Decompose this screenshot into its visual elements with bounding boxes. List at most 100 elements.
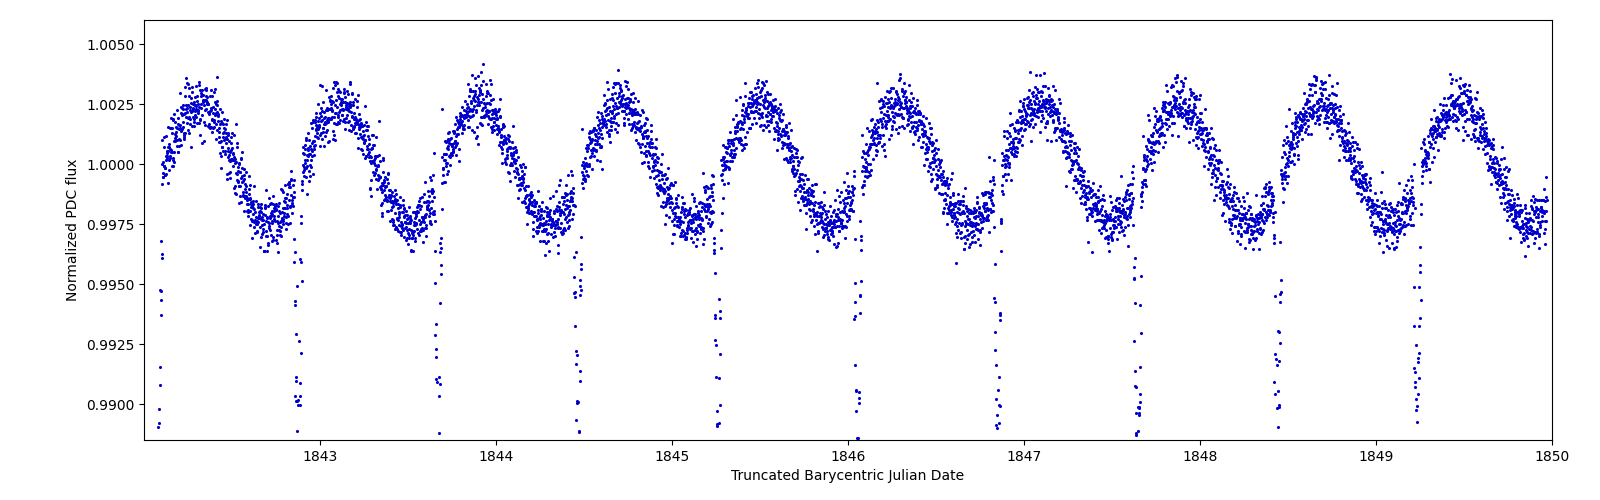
Point [355,152,381,160]
Point [1410,172,1435,180]
Point [330,98,355,106]
Point [1269,179,1294,187]
Point [842,314,867,322]
Point [170,104,195,112]
Point [1435,94,1461,102]
Point [1326,156,1352,164]
Point [698,220,723,228]
Point [1128,190,1154,198]
Point [162,138,187,145]
Point [1336,144,1362,152]
Point [1394,190,1419,198]
Point [1010,102,1035,110]
Point [309,116,334,124]
Point [1525,228,1550,236]
Point [526,237,552,245]
Point [853,167,878,175]
Point [238,214,264,222]
Point [1024,108,1050,116]
Point [736,114,762,122]
Point [822,196,848,204]
Point [421,210,446,218]
Point [1328,116,1354,124]
Point [1483,178,1509,186]
Point [237,195,262,203]
Point [744,79,770,87]
Point [899,102,925,110]
Point [592,117,618,125]
Point [1246,212,1272,220]
Point [1270,184,1296,192]
Point [378,197,403,205]
Point [1403,378,1429,386]
Point [466,98,491,106]
Point [323,109,349,117]
Point [395,240,421,248]
Point [931,208,957,216]
Point [1301,102,1326,110]
Point [853,156,878,164]
Point [358,176,384,184]
Point [1509,206,1534,214]
Point [1395,196,1421,204]
Point [1494,166,1520,174]
Point [331,86,357,94]
Point [1296,110,1322,118]
Point [608,96,634,104]
Point [459,112,485,120]
Point [1139,147,1165,155]
Point [613,100,638,108]
Point [506,194,531,202]
Point [1202,140,1227,148]
Point [874,107,899,115]
Point [907,118,933,126]
Point [347,122,373,130]
Point [645,190,670,198]
Point [203,100,229,108]
Point [1152,103,1178,111]
Point [1155,110,1181,118]
Point [192,137,218,145]
Point [320,136,346,143]
Point [882,118,907,126]
Point [958,207,984,215]
Point [1392,197,1418,205]
Point [445,130,470,138]
Point [914,148,939,156]
Point [229,174,254,182]
Point [1035,110,1061,118]
Point [746,109,771,117]
Point [1472,134,1498,141]
Point [318,106,344,114]
Point [859,126,885,134]
Point [512,163,538,171]
Point [934,204,960,212]
Point [1128,364,1154,372]
Point [1530,206,1555,214]
Point [1277,140,1302,148]
Point [1246,229,1272,237]
Point [840,185,866,193]
Point [280,182,306,190]
Point [1186,124,1211,132]
Point [1253,188,1278,196]
Point [918,140,944,148]
Point [934,191,960,199]
Point [456,116,482,124]
Point [645,172,670,179]
Point [806,202,832,210]
Point [251,246,277,254]
Point [506,174,531,182]
Point [622,122,648,130]
Point [538,221,563,229]
Point [246,214,272,222]
Point [896,114,922,122]
Point [494,144,520,152]
Point [1064,142,1090,150]
Point [230,178,256,186]
Point [822,223,848,231]
Point [1504,190,1530,198]
Point [1210,211,1235,219]
Point [736,99,762,107]
Point [682,212,707,220]
